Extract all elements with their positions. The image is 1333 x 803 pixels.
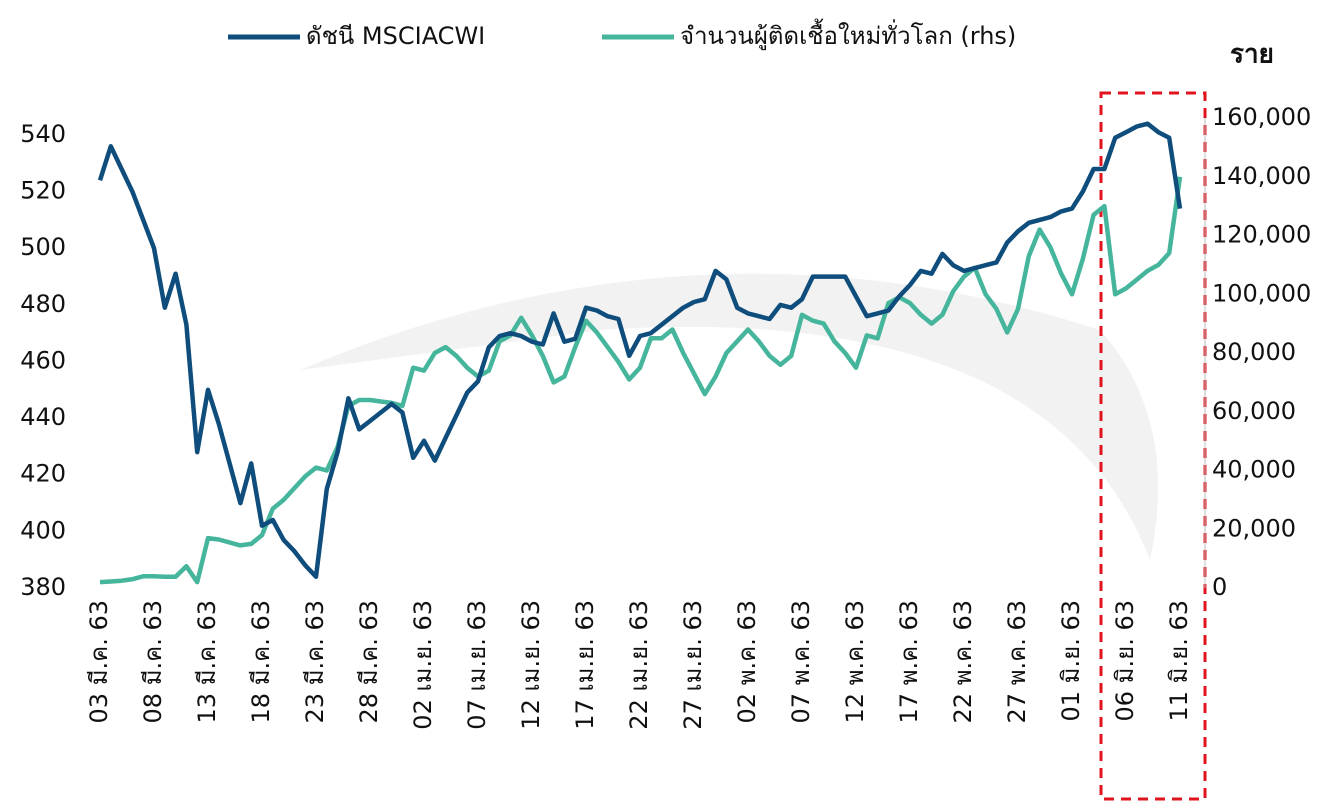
x-tick-label: 07 เม.ย. 63 <box>463 600 491 730</box>
x-tick-label: 27 พ.ค. 63 <box>1003 600 1031 723</box>
x-tick-label: 17 เม.ย. 63 <box>571 600 599 730</box>
y-tick-label: 540 <box>20 120 66 148</box>
x-tick-label: 27 เม.ย. 63 <box>679 600 707 730</box>
y-tick-label: 440 <box>20 403 66 431</box>
y2-tick-label: 140,000 <box>1212 162 1311 190</box>
y2-tick-label: 80,000 <box>1212 338 1296 366</box>
x-tick-label: 23 มี.ค. 63 <box>301 600 329 723</box>
y2-tick-label: 0 <box>1212 573 1227 601</box>
x-tick-label: 11 มิ.ย. 63 <box>1165 600 1193 721</box>
y2-tick-label: 20,000 <box>1212 514 1296 542</box>
y2-tick-label: 60,000 <box>1212 397 1296 425</box>
y2-axis-title: ราย <box>1230 40 1274 70</box>
y-tick-label: 520 <box>20 177 66 205</box>
data-line <box>99 176 1183 585</box>
x-tick-label: 22 พ.ค. 63 <box>949 600 977 723</box>
x-tick-label: 22 เม.ย. 63 <box>625 600 653 730</box>
x-tick-label: 03 มี.ค. 63 <box>85 600 113 723</box>
highlight-box <box>1099 91 1207 801</box>
x-tick-label: 06 มิ.ย. 63 <box>1111 600 1139 721</box>
watermark <box>300 273 1159 560</box>
legend-label: จำนวนผู้ติดเชื้อใหม่ทั่วโลก (rhs) <box>680 18 1016 51</box>
x-tick-label: 13 มี.ค. 63 <box>193 600 221 723</box>
y-tick-label: 480 <box>20 290 66 318</box>
x-tick-label: 28 มี.ค. 63 <box>355 600 383 723</box>
x-tick-label: 17 พ.ค. 63 <box>895 600 923 723</box>
x-tick-label: 08 มี.ค. 63 <box>139 600 167 723</box>
y-tick-label: 500 <box>20 233 66 261</box>
x-tick-label: 12 เม.ย. 63 <box>517 600 545 730</box>
y-tick-label: 400 <box>20 516 66 544</box>
y2-tick-label: 40,000 <box>1212 456 1296 484</box>
y-tick-label: 460 <box>20 346 66 374</box>
x-tick-label: 18 มี.ค. 63 <box>247 600 275 723</box>
data-line <box>97 121 1183 579</box>
y-tick-label: 420 <box>20 460 66 488</box>
x-tick-label: 12 พ.ค. 63 <box>841 600 869 723</box>
x-tick-label: 01 มิ.ย. 63 <box>1057 600 1085 721</box>
y-tick-label: 380 <box>20 573 66 601</box>
y2-tick-label: 120,000 <box>1212 221 1311 249</box>
y2-tick-label: 100,000 <box>1212 279 1311 307</box>
legend-label: ดัชนี MSCIACWI <box>306 22 485 50</box>
x-tick-label: 02 เม.ย. 63 <box>409 600 437 730</box>
y2-tick-label: 160,000 <box>1212 103 1311 131</box>
x-tick-label: 02 พ.ค. 63 <box>733 600 761 723</box>
x-tick-label: 07 พ.ค. 63 <box>787 600 815 723</box>
